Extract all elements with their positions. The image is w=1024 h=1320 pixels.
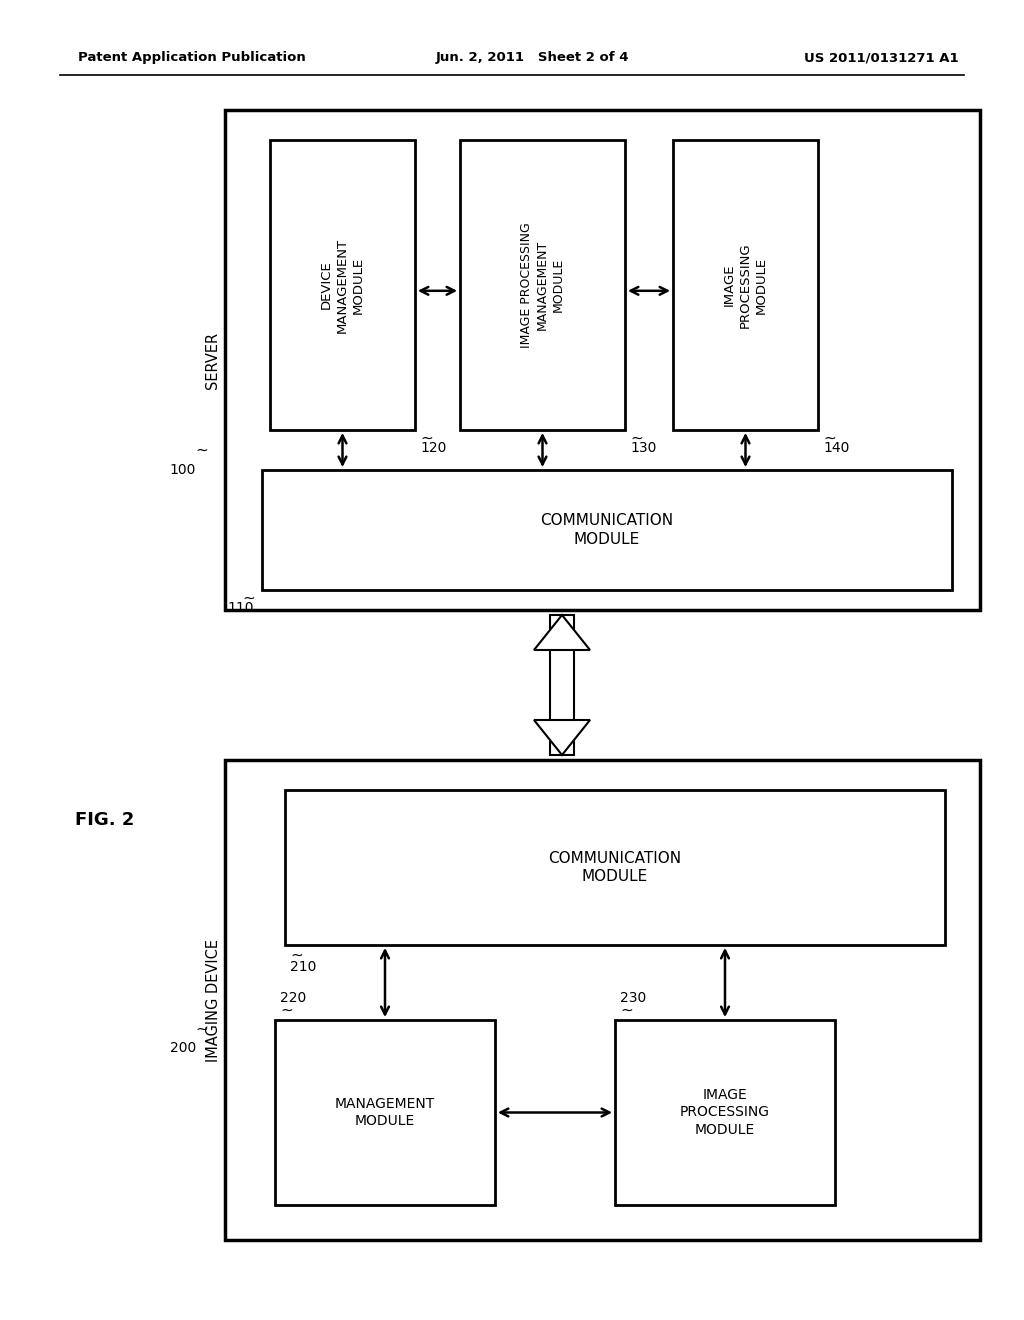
Bar xyxy=(460,140,625,430)
Text: 100: 100 xyxy=(170,463,197,477)
Bar xyxy=(275,1020,495,1205)
Text: DEVICE
MANAGEMENT
MODULE: DEVICE MANAGEMENT MODULE xyxy=(319,238,365,333)
Text: ∼: ∼ xyxy=(195,442,208,458)
Bar xyxy=(225,110,980,610)
Text: COMMUNICATION
MODULE: COMMUNICATION MODULE xyxy=(549,850,682,884)
Text: 140: 140 xyxy=(823,441,849,455)
Text: 210: 210 xyxy=(290,960,316,974)
Text: 230: 230 xyxy=(620,991,646,1005)
Text: ∼: ∼ xyxy=(620,1002,633,1018)
Bar xyxy=(262,470,952,590)
Text: IMAGING DEVICE: IMAGING DEVICE xyxy=(206,939,220,1061)
Bar xyxy=(673,140,818,430)
Text: 200: 200 xyxy=(170,1041,197,1055)
Text: SERVER: SERVER xyxy=(206,331,220,388)
Text: ∼: ∼ xyxy=(195,1022,208,1036)
Text: Patent Application Publication: Patent Application Publication xyxy=(78,51,306,65)
Text: ∼: ∼ xyxy=(280,1002,293,1018)
Text: FIG. 2: FIG. 2 xyxy=(76,810,135,829)
Text: ∼: ∼ xyxy=(823,430,836,446)
Text: 110: 110 xyxy=(227,601,254,615)
Text: 220: 220 xyxy=(280,991,306,1005)
Text: 120: 120 xyxy=(420,441,446,455)
Bar xyxy=(550,615,574,755)
Text: US 2011/0131271 A1: US 2011/0131271 A1 xyxy=(805,51,959,65)
Bar xyxy=(615,1020,835,1205)
Text: Jun. 2, 2011   Sheet 2 of 4: Jun. 2, 2011 Sheet 2 of 4 xyxy=(435,51,629,65)
Text: ∼: ∼ xyxy=(630,430,643,446)
Text: ∼: ∼ xyxy=(290,948,303,962)
Text: IMAGE
PROCESSING
MODULE: IMAGE PROCESSING MODULE xyxy=(723,242,768,327)
Bar xyxy=(225,760,980,1239)
Text: IMAGE
PROCESSING
MODULE: IMAGE PROCESSING MODULE xyxy=(680,1088,770,1137)
Text: IMAGE PROCESSING
MANAGEMENT
MODULE: IMAGE PROCESSING MANAGEMENT MODULE xyxy=(520,222,565,348)
Bar xyxy=(285,789,945,945)
Text: ∼: ∼ xyxy=(420,430,433,446)
Bar xyxy=(270,140,415,430)
Polygon shape xyxy=(534,615,590,649)
Polygon shape xyxy=(534,719,590,755)
Text: MANAGEMENT
MODULE: MANAGEMENT MODULE xyxy=(335,1097,435,1129)
Text: COMMUNICATION
MODULE: COMMUNICATION MODULE xyxy=(541,513,674,546)
Text: 130: 130 xyxy=(630,441,656,455)
Text: ∼: ∼ xyxy=(242,590,255,606)
